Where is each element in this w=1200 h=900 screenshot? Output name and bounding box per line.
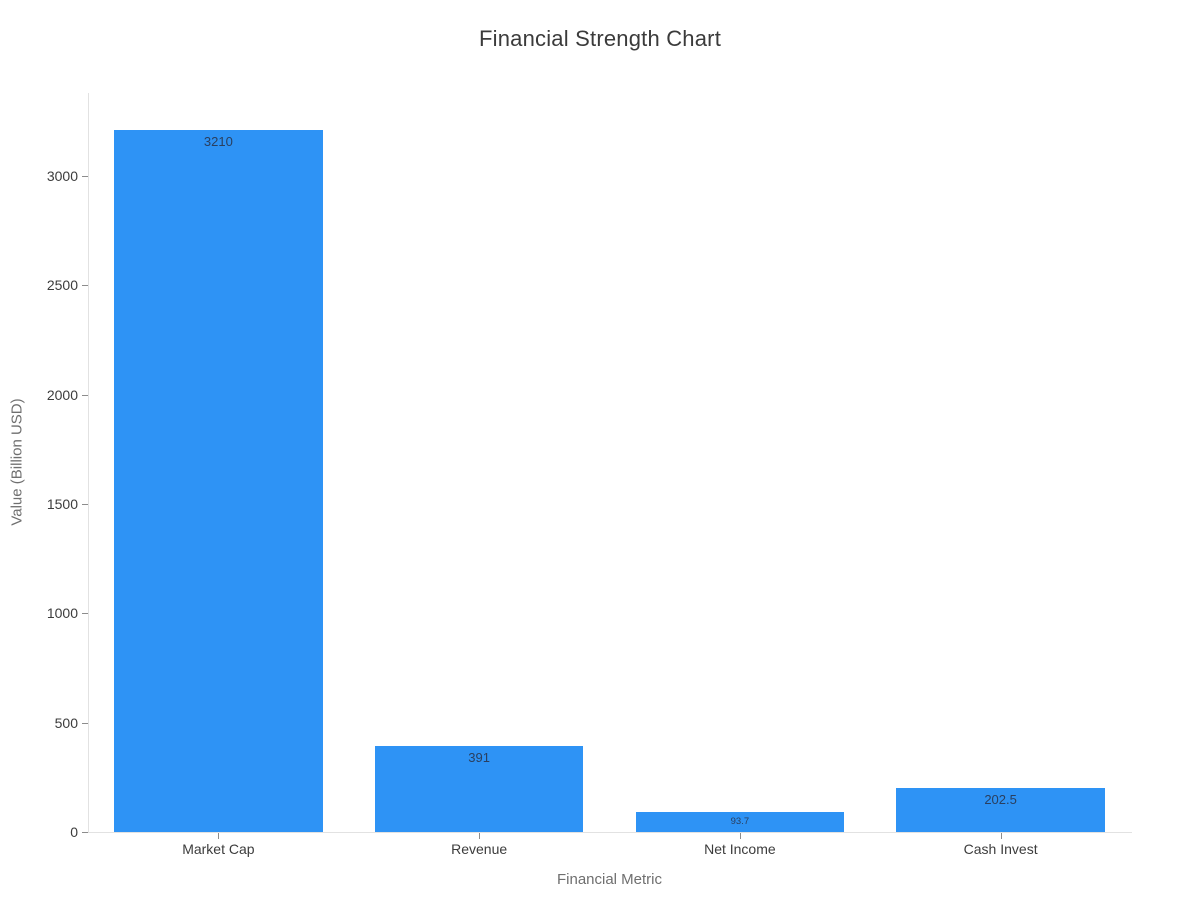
y-tick-mark bbox=[82, 394, 88, 396]
x-tick-mark bbox=[1000, 833, 1002, 839]
x-tick-mark bbox=[739, 833, 741, 839]
x-tick-label: Market Cap bbox=[182, 841, 255, 857]
y-tick-label: 2500 bbox=[46, 277, 78, 294]
bar-value-label: 202.5 bbox=[984, 791, 1017, 807]
y-tick-label: 1000 bbox=[46, 605, 78, 622]
plot-area bbox=[88, 93, 1132, 833]
y-tick-mark bbox=[82, 503, 88, 505]
bar-revenue: 391 bbox=[374, 746, 584, 832]
bar-value-label: 3210 bbox=[203, 133, 233, 149]
bar-value-label: 93.7 bbox=[730, 815, 750, 827]
bar-value-label: 391 bbox=[468, 750, 490, 766]
y-tick-mark bbox=[82, 175, 88, 177]
y-tick-mark bbox=[82, 285, 88, 287]
chart-title: Financial Strength Chart bbox=[478, 26, 722, 51]
bar-net-income: 93.7 bbox=[635, 811, 845, 832]
y-tick-label: 500 bbox=[54, 714, 78, 731]
y-tick-mark bbox=[82, 613, 88, 615]
x-axis-title: Financial Metric bbox=[556, 871, 663, 888]
y-tick-label: 3000 bbox=[46, 167, 78, 184]
x-tick-mark bbox=[218, 833, 220, 839]
y-tick-label: 1500 bbox=[46, 495, 78, 512]
y-tick-mark bbox=[82, 722, 88, 724]
y-tick-mark bbox=[82, 832, 88, 833]
y-tick-label: 2000 bbox=[46, 386, 78, 403]
bar-market-cap: 3210 bbox=[114, 129, 323, 832]
y-tick-label: 0 bbox=[70, 824, 78, 840]
x-tick-mark bbox=[479, 833, 481, 839]
x-tick-label: Revenue bbox=[451, 841, 508, 857]
bar-cash-invest: 202.5 bbox=[896, 787, 1105, 832]
x-tick-label: Cash Invest bbox=[963, 841, 1038, 857]
x-tick-label: Net Income bbox=[704, 841, 776, 857]
